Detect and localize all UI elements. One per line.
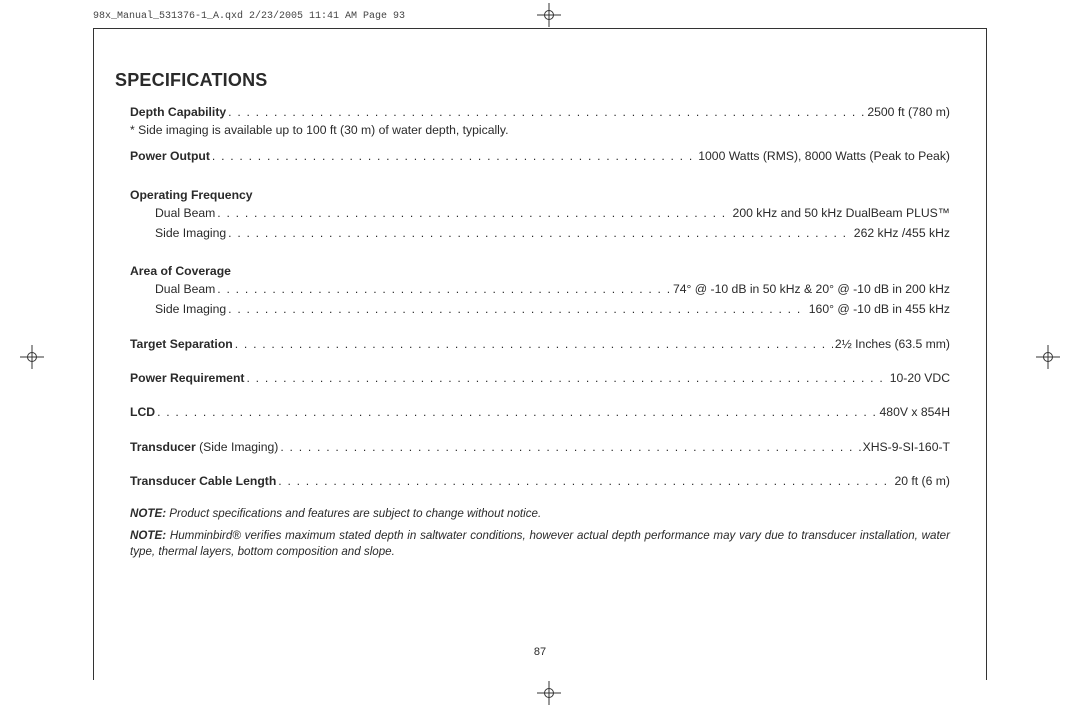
print-header: 98x_Manual_531376-1_A.qxd 2/23/2005 11:4… [93, 11, 405, 22]
spec-lcd: LCD . . . . . . . . . . . . . . . . . . … [130, 403, 950, 421]
spec-value: 2500 ft (780 m) [867, 103, 950, 121]
spec-label: Side Imaging [130, 224, 226, 242]
spec-value: 20 ft (6 m) [894, 472, 950, 490]
spec-area-side: Side Imaging . . . . . . . . . . . . . .… [130, 300, 950, 318]
page-title: SPECIFICATIONS [115, 70, 950, 91]
page-frame-left [93, 28, 94, 680]
spec-value: 480V x 854H [880, 403, 950, 421]
spec-power-output: Power Output . . . . . . . . . . . . . .… [130, 147, 950, 165]
spec-label: Side Imaging [130, 300, 226, 318]
spec-label: Depth Capability [130, 103, 226, 121]
spec-label: Target Separation [130, 335, 233, 353]
leader-dots: . . . . . . . . . . . . . . . . . . . . … [278, 472, 892, 490]
note-text: Product specifications and features are … [166, 507, 541, 520]
leader-dots: . . . . . . . . . . . . . . . . . . . . … [157, 403, 877, 421]
leader-dots: . . . . . . . . . . . . . . . . . . . . … [246, 369, 887, 387]
spec-op-freq-dual: Dual Beam . . . . . . . . . . . . . . . … [130, 204, 950, 222]
spec-cable-length: Transducer Cable Length . . . . . . . . … [130, 472, 950, 490]
crop-mark-top [537, 3, 561, 27]
leader-dots: . . . . . . . . . . . . . . . . . . . . … [235, 335, 833, 353]
footnote-2: NOTE: Humminbird® verifies maximum state… [130, 528, 950, 559]
page-content: SPECIFICATIONS Depth Capability . . . . … [130, 70, 950, 559]
spec-depth-capability: Depth Capability . . . . . . . . . . . .… [130, 103, 950, 121]
crop-mark-bottom [537, 681, 561, 705]
spec-label: Power Output [130, 147, 210, 165]
spec-transducer: Transducer (Side Imaging) . . . . . . . … [130, 438, 950, 456]
spec-area-dual: Dual Beam . . . . . . . . . . . . . . . … [130, 280, 950, 298]
leader-dots: . . . . . . . . . . . . . . . . . . . . … [217, 280, 671, 298]
spec-value: 1000 Watts (RMS), 8000 Watts (Peak to Pe… [698, 147, 950, 165]
registration-mark-right [1036, 345, 1060, 369]
spec-value: 2½ Inches (63.5 mm) [835, 335, 950, 353]
leader-dots: . . . . . . . . . . . . . . . . . . . . … [228, 300, 807, 318]
leader-dots: . . . . . . . . . . . . . . . . . . . . … [280, 438, 860, 456]
leader-dots: . . . . . . . . . . . . . . . . . . . . … [212, 147, 696, 165]
spec-value: 74° @ -10 dB in 50 kHz & 20° @ -10 dB in… [673, 280, 950, 298]
page-frame-right [986, 28, 987, 680]
page-frame-top [93, 28, 987, 29]
spec-value: 262 kHz /455 kHz [854, 224, 950, 242]
depth-footnote: * Side imaging is available up to 100 ft… [130, 123, 950, 137]
spec-value: 10-20 VDC [890, 369, 950, 387]
spec-op-freq-side: Side Imaging . . . . . . . . . . . . . .… [130, 224, 950, 242]
footnote-1: NOTE: Product specifications and feature… [130, 506, 950, 522]
area-coverage-header: Area of Coverage [130, 264, 950, 278]
spec-target-separation: Target Separation . . . . . . . . . . . … [130, 335, 950, 353]
page-number: 87 [534, 646, 546, 658]
note-label: NOTE: [130, 507, 166, 520]
spec-power-requirement: Power Requirement . . . . . . . . . . . … [130, 369, 950, 387]
leader-dots: . . . . . . . . . . . . . . . . . . . . … [217, 204, 730, 222]
spec-label: Dual Beam [130, 280, 215, 298]
spec-value: 200 kHz and 50 kHz DualBeam PLUS™ [733, 204, 950, 222]
spec-label: Transducer Cable Length [130, 472, 276, 490]
spec-label: Power Requirement [130, 369, 244, 387]
spec-label: Dual Beam [130, 204, 215, 222]
leader-dots: . . . . . . . . . . . . . . . . . . . . … [228, 224, 852, 242]
operating-frequency-header: Operating Frequency [130, 188, 950, 202]
registration-mark-left [20, 345, 44, 369]
note-text: Humminbird® verifies maximum stated dept… [130, 529, 950, 558]
note-label: NOTE: [130, 529, 166, 542]
spec-value: 160° @ -10 dB in 455 kHz [809, 300, 950, 318]
spec-value: XHS-9-SI-160-T [863, 438, 950, 456]
spec-label: Transducer (Side Imaging) [130, 438, 278, 456]
spec-label: LCD [130, 403, 155, 421]
leader-dots: . . . . . . . . . . . . . . . . . . . . … [228, 103, 865, 121]
